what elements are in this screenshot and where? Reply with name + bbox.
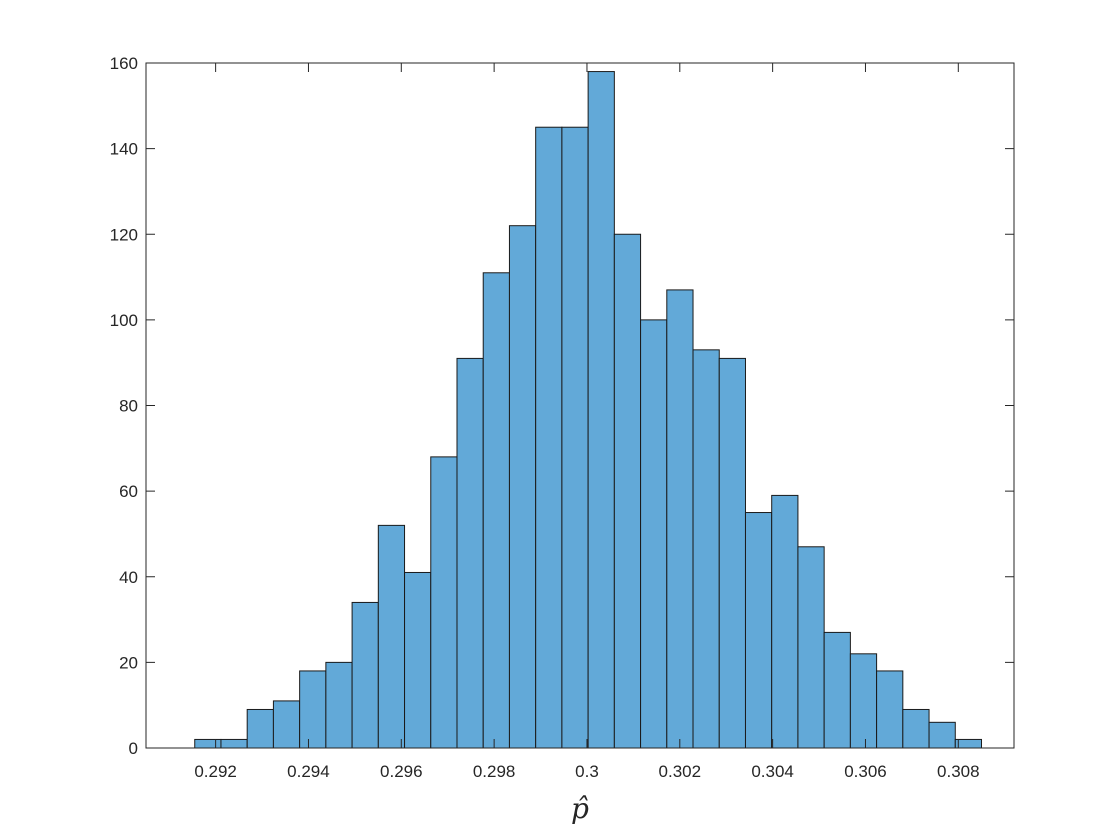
histogram-bar [325, 661, 353, 749]
histogram-bar [640, 319, 668, 749]
y-tick-label: 80 [119, 397, 138, 416]
y-tick-label: 160 [110, 54, 138, 73]
histogram-bar [823, 631, 851, 749]
histogram-bar [849, 653, 878, 749]
y-tick-label: 40 [119, 568, 138, 587]
x-tick-label: 0.306 [844, 762, 887, 781]
histogram-bar [377, 524, 406, 749]
histogram-bar [194, 738, 222, 749]
y-tick-label: 140 [110, 140, 138, 159]
x-tick-label: 0.3 [575, 762, 599, 781]
histogram-bar [613, 233, 642, 749]
x-tick-label: 0.304 [751, 762, 794, 781]
y-tick-label: 100 [110, 311, 138, 330]
histogram-bar [954, 738, 983, 749]
y-tick-label: 60 [119, 482, 138, 501]
x-axis-ticks: 0.292 0.294 0.296 0.298 0.3 0.302 0.304 0.306 0.… [194, 63, 980, 781]
histogram-bar [246, 708, 274, 749]
histogram-bar [876, 670, 904, 749]
x-tick-label: 0.294 [287, 762, 330, 781]
histogram-bar [771, 494, 799, 749]
x-axis-label: p̂ [571, 792, 589, 825]
histogram-bars [194, 71, 983, 749]
histogram-bar [430, 456, 458, 749]
histogram-bar [666, 289, 694, 749]
x-tick-label: 0.292 [194, 762, 237, 781]
histogram-bar [797, 546, 825, 749]
histogram-bar [351, 601, 379, 749]
histogram-bar [535, 126, 563, 749]
histogram-bar [902, 708, 930, 749]
histogram-bar [561, 126, 589, 749]
histogram-bar [456, 357, 484, 749]
histogram-bar [220, 738, 248, 749]
histogram-bar [744, 512, 773, 749]
histogram-bar [508, 225, 537, 749]
histogram-bar [299, 670, 327, 749]
y-tick-label: 20 [119, 653, 138, 672]
histogram-bar [404, 571, 432, 749]
x-tick-label: 0.302 [659, 762, 702, 781]
x-tick-label: 0.308 [937, 762, 980, 781]
histogram-bar [928, 721, 956, 749]
x-tick-label: 0.298 [473, 762, 516, 781]
histogram-bar [718, 357, 746, 749]
x-tick-label: 0.296 [380, 762, 423, 781]
histogram-bar [482, 272, 510, 749]
histogram-bar [272, 700, 301, 749]
y-tick-label: 120 [110, 225, 138, 244]
histogram-bar [587, 71, 615, 749]
y-tick-label: 0 [129, 739, 138, 758]
y-axis-ticks: 0 20 40 60 80 100 120 140 160 [110, 54, 1014, 758]
histogram-bar [692, 349, 720, 749]
